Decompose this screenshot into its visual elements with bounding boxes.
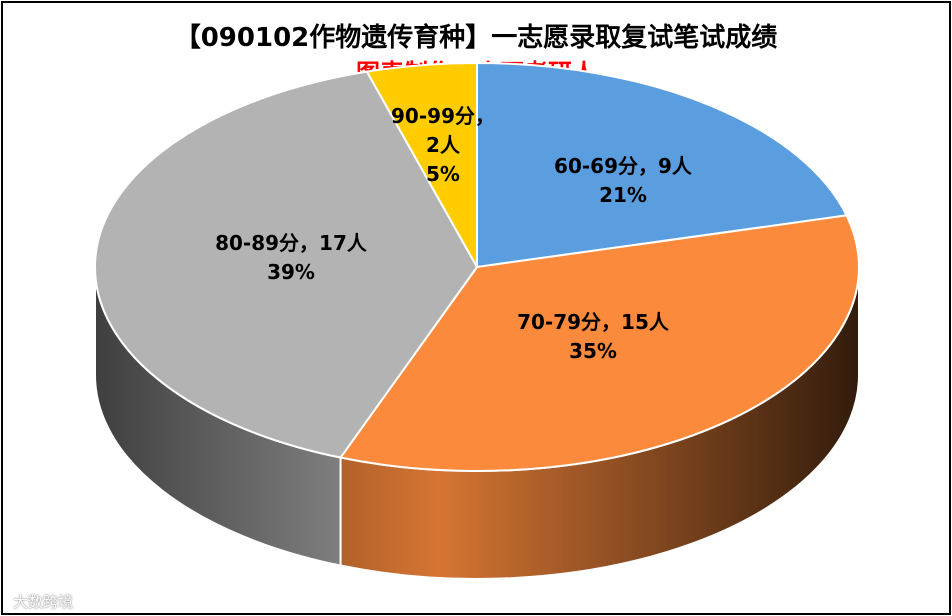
pie-label-0-line-0: 60-69分，9人 [554,154,693,178]
pie-label-1-line-1: 35% [569,339,617,363]
pie-label-3-line-1: 2人 [426,133,461,157]
pie-slice-2 [94,70,478,459]
pie-label-0-line-1: 21% [599,183,647,207]
chart-title: 【090102作物遗传育种】一志愿录取复试笔试成绩 [174,23,778,53]
pie-label-2-line-1: 39% [267,260,315,284]
pie-top-faces [94,62,860,472]
pie-label-1: 70-79分，15人 35% [517,310,670,363]
watermark-logo: 大数跨境 [13,593,74,611]
pie-label-3: 90-99分， 2人 5% [391,104,495,186]
pie-labels: 60-69分，9人 21% 70-79分，15人 35% 80-89分，17人 39% 90… [215,104,693,363]
pie-slice-1 [339,214,860,472]
pie-slice-3 [365,62,478,268]
pie-label-2-line-0: 80-89分，17人 [215,231,368,255]
pie-label-3-line-2: 5% [426,162,460,186]
pie-label-0: 60-69分，9人 21% [554,154,693,207]
pie-label-1-line-0: 70-79分，15人 [517,310,670,334]
pie-chart: 60-69分，9人 21% 70-79分，15人 35% 80-89分，17人 39% 90… [94,62,860,580]
pie-label-3-line-0: 90-99分， [391,104,495,128]
pie-label-2: 80-89分，17人 39% [215,231,368,284]
pie-slice-0 [476,62,848,268]
